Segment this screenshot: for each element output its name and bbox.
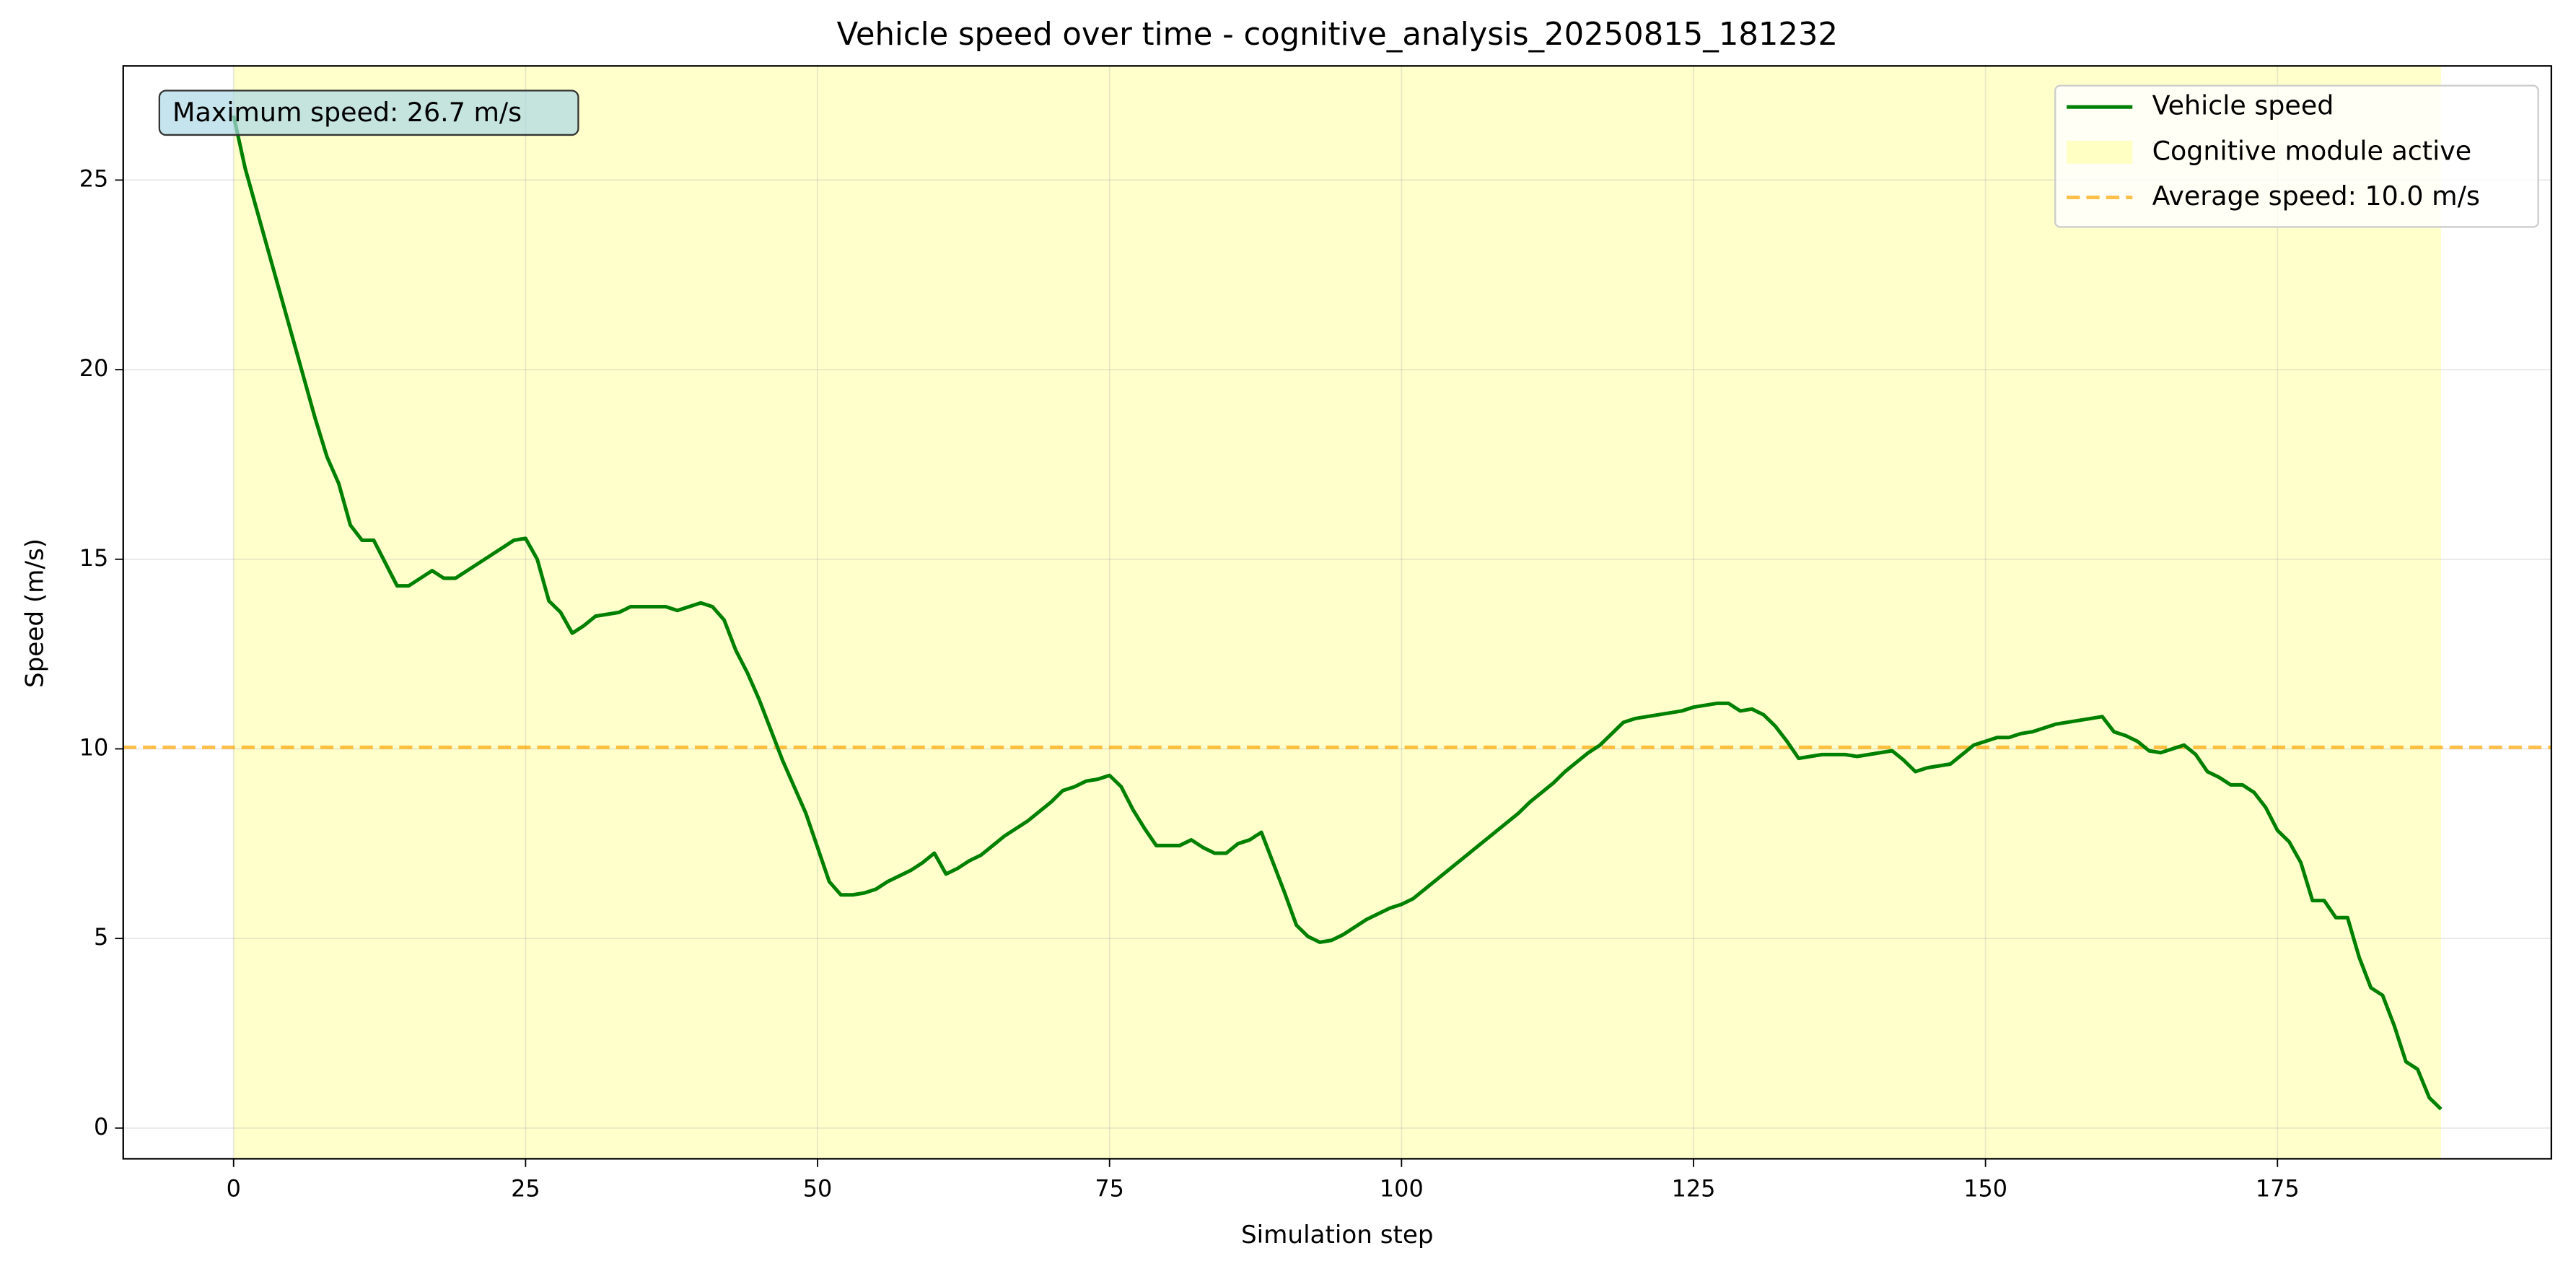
x-tick-label: 125 [1672, 1175, 1716, 1203]
active-span [233, 66, 2441, 1159]
x-axis-label: Simulation step [1241, 1221, 1434, 1249]
legend-label: Average speed: 10.0 m/s [2152, 180, 2480, 211]
legend-label: Cognitive module active [2152, 135, 2472, 166]
speed-line [232, 115, 2443, 1111]
annotation: Maximum speed: 26.7 m/s [158, 90, 579, 136]
y-axis-label: Speed (m/s) [21, 538, 50, 688]
x-tick-label: 50 [803, 1175, 833, 1203]
x-tick-label: 75 [1095, 1175, 1124, 1203]
legend-box [2054, 84, 2539, 228]
y-tick-label: 15 [79, 544, 109, 572]
legend-label: Vehicle speed [2152, 90, 2334, 121]
x-tick-label: 0 [227, 1175, 241, 1203]
x-tick-label: 175 [2256, 1175, 2300, 1203]
legend-swatch [2067, 140, 2133, 164]
chart-title: Vehicle speed over time - cognitive_anal… [837, 17, 1838, 53]
y-tick-label: 25 [79, 165, 109, 192]
y-tick-label: 10 [79, 733, 109, 761]
plot-frame [122, 65, 2552, 1160]
y-tick-label: 0 [94, 1113, 108, 1140]
x-tick-label: 25 [511, 1175, 540, 1203]
y-tick-label: 5 [94, 923, 108, 951]
y-tick-label: 20 [79, 354, 109, 382]
x-tick-label: 100 [1380, 1175, 1424, 1203]
legend: Vehicle speed Cognitive module active Aver… [2054, 84, 2539, 228]
annotation-box [158, 90, 579, 136]
annotation-text: Maximum speed: 26.7 m/s [172, 97, 522, 128]
x-tick-label: 150 [1963, 1175, 2007, 1203]
